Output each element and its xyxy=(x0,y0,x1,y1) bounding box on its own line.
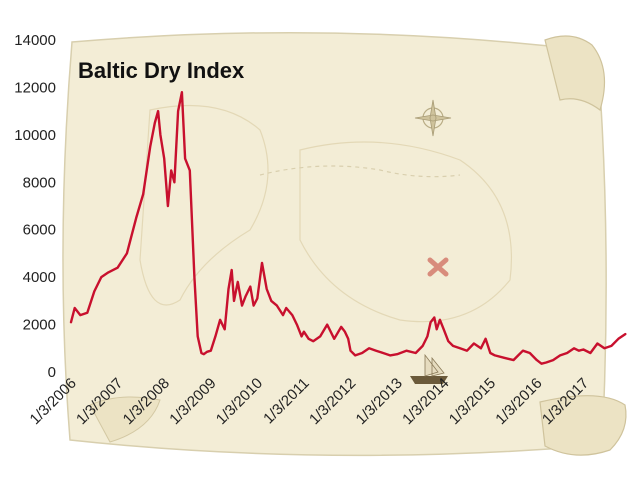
y-tick-label: 4000 xyxy=(23,269,56,286)
y-tick-label: 6000 xyxy=(23,222,56,239)
y-tick-label: 0 xyxy=(48,364,56,381)
y-tick-label: 12000 xyxy=(14,79,56,96)
parchment-background xyxy=(62,31,627,457)
series-line-baltic-dry-index xyxy=(69,91,627,365)
y-axis-tick-labels: 0 2000 4000 6000 8000 10000 12000 14000 xyxy=(14,32,56,381)
y-tick-label: 14000 xyxy=(14,32,56,49)
x-marks-the-spot-icon xyxy=(427,257,449,277)
y-tick-label: 2000 xyxy=(23,317,56,334)
chart-title: Baltic Dry Index xyxy=(78,58,245,83)
sailing-ship-icon xyxy=(410,353,448,384)
y-tick-label: 10000 xyxy=(14,127,56,144)
y-tick-label: 8000 xyxy=(23,174,56,191)
compass-rose-icon xyxy=(414,99,452,137)
